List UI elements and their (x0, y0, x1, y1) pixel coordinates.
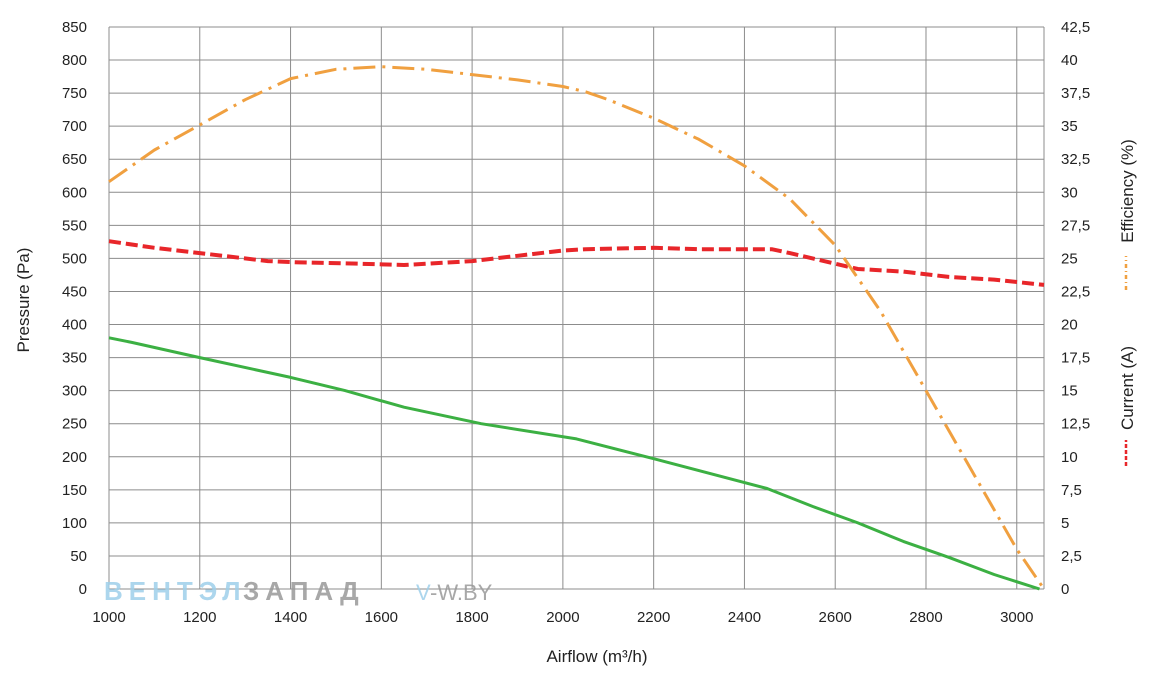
watermark-part2: ЗАПАД (243, 576, 365, 606)
series-line-efficiency (108, 65, 1046, 590)
y-axis-ticks: 0 50 100 150 200 250 300 350 400 450 500 550 600 650 7… (62, 19, 87, 598)
y-tick-label: 600 (62, 184, 87, 201)
x-tick-label: 1800 (455, 609, 488, 626)
y2-tick-label: 5 (1061, 515, 1069, 532)
y-tick-label: 150 (62, 482, 87, 499)
y-tick-label: 850 (62, 19, 87, 36)
y2-tick-label: 12,5 (1061, 416, 1090, 433)
series-line-current-a (108, 239, 1045, 287)
y2-tick-label: 27,5 (1061, 217, 1090, 234)
x-tick-label: 1400 (274, 609, 307, 626)
y2-tick-label: 40 (1061, 52, 1078, 69)
y2-tick-label: 37,5 (1061, 85, 1090, 102)
y2-tick-label: 17,5 (1061, 350, 1090, 367)
watermark-site-rest: -W.BY (430, 580, 493, 605)
y-tick-label: 800 (62, 52, 87, 69)
series-line-pressure (108, 336, 1040, 591)
y-tick-label: 650 (62, 151, 87, 168)
y2-tick-label: 30 (1061, 184, 1078, 201)
y-tick-label: 100 (62, 515, 87, 532)
x-tick-label: 1200 (183, 609, 216, 626)
y-tick-label: 550 (62, 217, 87, 234)
legend-efficiency: Efficiency (%) (1118, 139, 1137, 290)
series-group (108, 65, 1046, 591)
x-tick-label: 2200 (637, 609, 670, 626)
y-tick-label: 350 (62, 350, 87, 367)
y2-tick-label: 20 (1061, 317, 1078, 334)
x-tick-label: 2000 (546, 609, 579, 626)
y2-tick-label: 2,5 (1061, 548, 1082, 565)
x-tick-label: 2800 (909, 609, 942, 626)
y2-tick-label: 7,5 (1061, 482, 1082, 499)
x-axis-ticks: 1000 1200 1400 1600 1800 2000 2200 2400 2600 2800… (92, 609, 1033, 626)
y2-tick-label: 15 (1061, 383, 1078, 400)
watermark: ВЕНТЭЛ ЗАПАД V -W.BY (104, 576, 493, 606)
y-tick-label: 700 (62, 118, 87, 135)
grid (108, 26, 1045, 590)
x-axis-title: Airflow (m³/h) (546, 647, 647, 666)
y2-tick-label: 10 (1061, 449, 1078, 466)
y2-tick-label: 0 (1061, 581, 1069, 598)
y-tick-label: 200 (62, 449, 87, 466)
y-tick-label: 50 (70, 548, 87, 565)
y-axis-title: Pressure (Pa) (14, 248, 33, 353)
legend-current-label: Current (A) (1118, 346, 1137, 430)
x-tick-label: 2600 (819, 609, 852, 626)
y2-tick-label: 25 (1061, 250, 1078, 267)
legend-efficiency-label: Efficiency (%) (1118, 139, 1137, 243)
y-tick-label: 500 (62, 250, 87, 267)
y2-tick-label: 32,5 (1061, 151, 1090, 168)
y2-tick-label: 22,5 (1061, 283, 1090, 300)
y2-tick-label: 42,5 (1061, 19, 1090, 36)
y-tick-label: 450 (62, 283, 87, 300)
x-tick-label: 1600 (365, 609, 398, 626)
y-tick-label: 250 (62, 416, 87, 433)
x-tick-label: 3000 (1000, 609, 1033, 626)
watermark-site-prefix: V (416, 580, 431, 605)
y-tick-label: 300 (62, 383, 87, 400)
watermark-part1: ВЕНТЭЛ (104, 576, 247, 606)
x-tick-label: 1000 (92, 609, 125, 626)
x-tick-label: 2400 (728, 609, 761, 626)
y-tick-label: 0 (79, 581, 87, 598)
y-tick-label: 750 (62, 85, 87, 102)
y-tick-label: 400 (62, 317, 87, 334)
y2-axis-ticks: 0 2,5 5 7,5 10 12,5 15 17,5 20 22,5 25 27,5 30 32,5 35… (1061, 19, 1090, 598)
y2-tick-label: 35 (1061, 118, 1078, 135)
legend-current: Current (A) (1118, 346, 1137, 466)
